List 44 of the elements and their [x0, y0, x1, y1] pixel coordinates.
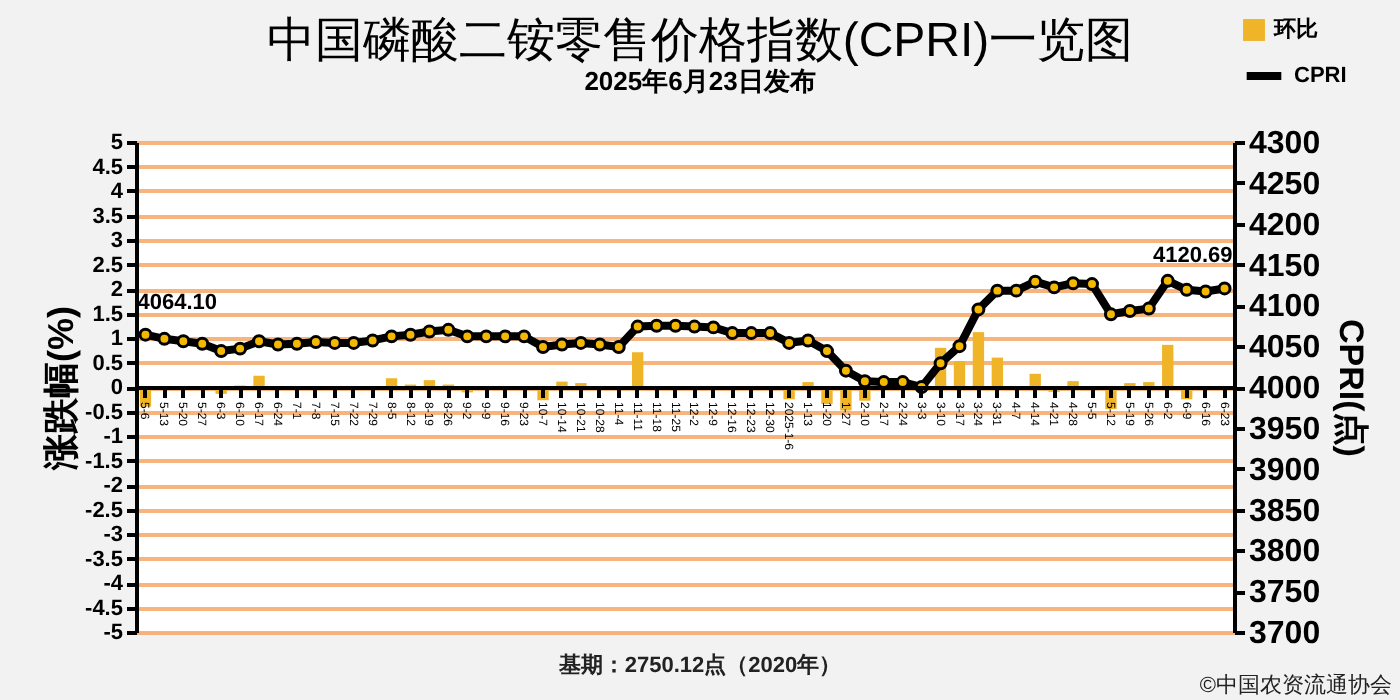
text: 基期：2750.12点（2020年） — [558, 654, 842, 678]
y-tick-label: 3 — [110, 229, 123, 253]
y2-tick-label: 4150 — [1249, 249, 1321, 284]
y-axis-title: 涨跌幅(%) — [41, 306, 82, 472]
chart-subtitle: 2025年6月23日发布 — [584, 66, 816, 96]
y-tick-label: -2.5 — [85, 498, 123, 523]
y-tick-label: 5 — [110, 131, 123, 155]
y2-tick-label: 3850 — [1249, 494, 1321, 529]
y-tick-label: 1 — [110, 327, 123, 351]
y-tick-label: 2 — [110, 278, 123, 302]
legend-label: 环比 — [1272, 16, 1318, 42]
y-tick-label: -5 — [103, 621, 123, 645]
y2-tick-label: 3900 — [1249, 453, 1321, 488]
y2-axis-title: CPRI(点) — [1332, 319, 1371, 457]
y2-tick-label: 3950 — [1249, 412, 1321, 447]
y-tick-label: -4.5 — [85, 596, 123, 621]
y-tick-label: 2.5 — [92, 253, 123, 278]
y-tick-label: -2 — [103, 474, 123, 498]
y-tick-label: 4 — [110, 180, 125, 204]
y2-tick-label: 4000 — [1249, 372, 1321, 406]
y-tick-label: 4.5 — [92, 155, 123, 180]
chart-title: 中国磷酸二铵零售价格指数(CPRI)一览图 — [266, 14, 1134, 68]
y2-tick-label: 3750 — [1249, 576, 1321, 611]
y-tick-label: 3.5 — [92, 204, 123, 229]
y2-tick-label: 3700 — [1249, 617, 1321, 651]
y2-tick-label: 4050 — [1249, 331, 1321, 366]
y-tick-label: -1 — [103, 425, 123, 449]
y-tick-label: 1.5 — [92, 302, 123, 327]
y2-tick-label: 4300 — [1249, 127, 1321, 161]
y-tick-label: -1.5 — [85, 449, 123, 474]
y2-tick-label: 4200 — [1249, 208, 1321, 243]
data-label: 4120.69 — [1153, 244, 1233, 269]
y-tick-label: 0.5 — [92, 351, 123, 376]
y-tick-label: -0.5 — [85, 400, 123, 425]
y2-tick-label: 3800 — [1249, 535, 1321, 570]
data-label: 4064.10 — [137, 290, 217, 315]
y-tick-label: 0 — [110, 376, 123, 400]
text: ©中国农资流通协会 — [1199, 671, 1392, 700]
y-tick-label: -4 — [103, 572, 125, 596]
y2-tick-label: 4250 — [1249, 167, 1321, 202]
legend-label: CPRI — [1294, 64, 1347, 88]
y-tick-label: -3 — [103, 523, 123, 547]
y-tick-label: -3.5 — [85, 547, 123, 572]
y2-tick-label: 4100 — [1249, 290, 1321, 325]
